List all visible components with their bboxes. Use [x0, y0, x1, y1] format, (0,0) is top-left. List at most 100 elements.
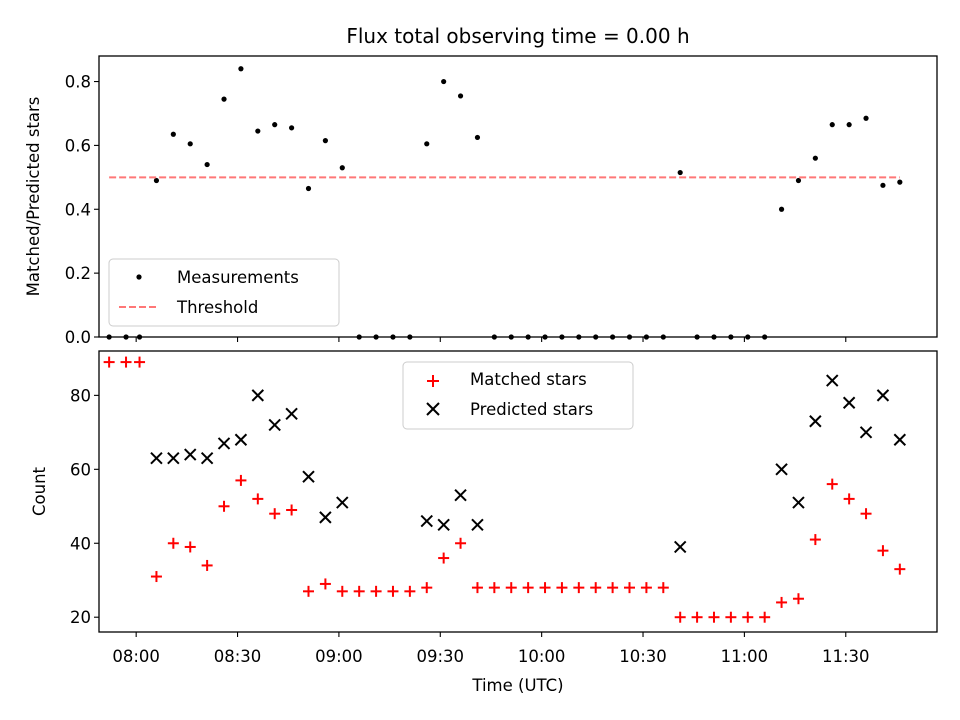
point-measurements	[221, 96, 227, 102]
point-measurements	[778, 206, 785, 212]
point-predicted-stars	[809, 415, 822, 428]
point-predicted-stars	[251, 389, 265, 402]
point-matched-stars	[269, 508, 281, 520]
point-measurements	[322, 138, 328, 144]
point-measurements	[677, 169, 683, 176]
point-measurements	[846, 122, 852, 128]
point-matched-stars	[590, 582, 602, 594]
point-matched-stars	[860, 508, 872, 520]
point-measurements	[457, 93, 464, 99]
point-matched-stars	[674, 611, 686, 623]
point-predicted-stars	[859, 426, 873, 439]
point-measurements	[204, 161, 210, 168]
point-predicted-stars	[437, 518, 450, 531]
point-matched-stars	[218, 500, 230, 512]
point-predicted-stars	[285, 407, 298, 421]
point-measurements	[829, 122, 835, 128]
bottom-y-tick-label: 60	[70, 460, 91, 479]
bottom-y-tick-label: 40	[70, 534, 91, 553]
point-predicted-stars	[217, 437, 231, 450]
point-matched-stars	[421, 582, 433, 594]
point-matched-stars	[235, 474, 247, 486]
point-predicted-stars	[336, 496, 349, 509]
point-measurements	[441, 78, 447, 85]
top-panel: Flux total observing time = 0.00 h Match…	[24, 24, 938, 347]
top-y-tick-label: 0.0	[65, 328, 91, 347]
point-predicted-stars	[319, 511, 332, 524]
point-matched-stars	[167, 537, 179, 549]
point-matched-stars	[894, 563, 906, 575]
point-matched-stars	[488, 582, 500, 594]
point-matched-stars	[539, 582, 551, 594]
point-predicted-stars	[792, 496, 805, 509]
top-y-tick-label: 0.8	[65, 73, 91, 92]
x-tick-label: 09:30	[417, 647, 465, 666]
bottom-legend: Matched stars Predicted stars	[402, 361, 634, 430]
x-tick-label: 11:00	[721, 647, 769, 666]
point-predicted-stars	[184, 448, 197, 461]
point-matched-stars	[708, 611, 720, 623]
bottom-x-axis-label: Time (UTC)	[471, 676, 563, 695]
point-matched-stars	[776, 596, 788, 608]
legend-label-measurements: Measurements	[177, 268, 299, 287]
point-measurements	[863, 115, 869, 121]
point-matched-stars	[607, 582, 619, 594]
bottom-axes-frame	[98, 350, 938, 633]
top-y-tick-label: 0.6	[65, 136, 91, 155]
point-matched-stars	[826, 478, 838, 490]
x-tick-label: 10:30	[619, 647, 667, 666]
top-y-tick-label: 0.2	[65, 264, 91, 283]
legend-label-predicted-stars: Predicted stars	[470, 400, 593, 419]
point-measurements	[305, 185, 312, 192]
point-predicted-stars	[826, 374, 839, 387]
point-matched-stars	[759, 611, 771, 623]
bottom-y-axis-label: Count	[30, 466, 49, 516]
point-matched-stars	[370, 585, 382, 597]
point-matched-stars	[556, 582, 568, 594]
point-predicted-stars	[167, 452, 180, 465]
point-matched-stars	[303, 585, 314, 597]
point-measurements	[255, 128, 261, 134]
point-matched-stars	[353, 585, 365, 597]
x-tick-label: 10:00	[518, 647, 566, 666]
point-matched-stars	[657, 582, 669, 594]
point-matched-stars	[336, 585, 348, 597]
point-measurements	[474, 134, 481, 141]
point-matched-stars	[725, 611, 737, 623]
point-measurements	[153, 177, 160, 184]
point-measurements	[880, 182, 886, 188]
point-measurements	[170, 131, 176, 137]
bottom-legend-box	[402, 361, 634, 430]
x-tick-label: 11:30	[822, 647, 870, 666]
point-matched-stars	[134, 356, 146, 368]
point-matched-stars	[438, 552, 450, 564]
point-matched-stars	[877, 545, 889, 557]
point-matched-stars	[455, 537, 467, 549]
point-measurements	[897, 179, 903, 185]
top-legend-box	[108, 258, 340, 327]
point-predicted-stars	[673, 540, 687, 554]
point-measurements	[187, 141, 193, 147]
point-matched-stars	[809, 534, 821, 546]
bottom-panel: Count Time (UTC) 20 40 60 80 08:00 08:30 09:00…	[30, 350, 938, 695]
top-axes-frame	[98, 55, 938, 338]
point-predicted-stars	[893, 433, 907, 446]
point-measurements	[339, 165, 345, 171]
point-matched-stars	[103, 356, 115, 368]
point-predicted-stars	[876, 389, 890, 402]
point-matched-stars	[742, 611, 754, 623]
x-tick-label: 08:00	[112, 647, 160, 666]
point-measurements	[424, 141, 430, 147]
point-predicted-stars	[471, 518, 484, 531]
point-matched-stars	[184, 541, 196, 553]
point-predicted-stars	[842, 396, 856, 409]
x-tick-label: 08:30	[214, 647, 262, 666]
point-matched-stars	[471, 582, 483, 594]
top-y-axis-label: Matched/Predicted stars	[24, 97, 43, 297]
chart-title: Flux total observing time = 0.00 h	[346, 24, 689, 48]
point-measurements	[289, 125, 295, 131]
top-y-tick-label: 0.4	[65, 200, 91, 219]
bottom-y-tick-label: 20	[70, 608, 91, 627]
point-matched-stars	[319, 578, 331, 590]
